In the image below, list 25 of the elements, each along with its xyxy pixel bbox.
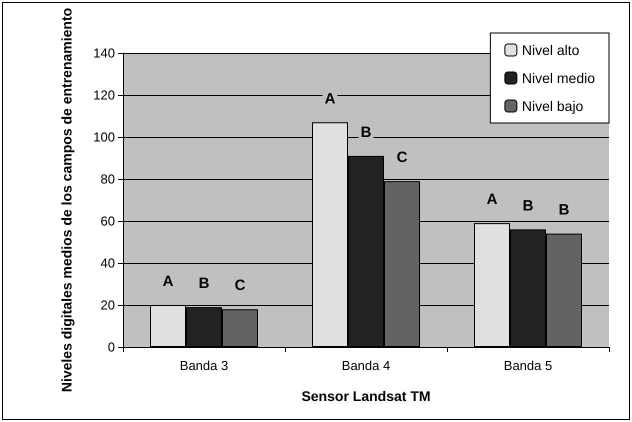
y-tick-label: 20 — [100, 298, 115, 312]
y-tick-label: 60 — [100, 214, 115, 228]
y-tick-label: 100 — [93, 130, 115, 144]
y-axis-title: Niveles digitales medios de los campos de entrenamiento — [58, 8, 74, 392]
y-tick-label: 40 — [100, 256, 115, 270]
y-tick-label: 80 — [100, 172, 115, 186]
data-label: B — [558, 202, 570, 219]
data-label: B — [360, 124, 372, 141]
data-label: A — [162, 273, 174, 290]
data-label: B — [198, 275, 210, 292]
x-axis-title: Sensor Landsat TM — [301, 388, 431, 404]
x-tick-label: Banda 3 — [180, 358, 228, 373]
data-label: A — [324, 90, 336, 108]
y-tick-label: 140 — [93, 46, 115, 60]
legend-label: Nivel medio — [522, 70, 596, 86]
data-label: A — [486, 191, 498, 208]
data-label: C — [234, 277, 246, 294]
legend-label: Nivel alto — [522, 42, 580, 58]
y-tick-label: 120 — [93, 88, 115, 102]
data-label: B — [522, 197, 534, 214]
x-tick-label: Banda 5 — [504, 358, 552, 373]
y-tick-label: 0 — [108, 340, 115, 354]
legend-label: Nivel bajo — [522, 98, 584, 114]
x-tick-label: Banda 4 — [342, 358, 390, 373]
data-label: C — [396, 149, 408, 166]
